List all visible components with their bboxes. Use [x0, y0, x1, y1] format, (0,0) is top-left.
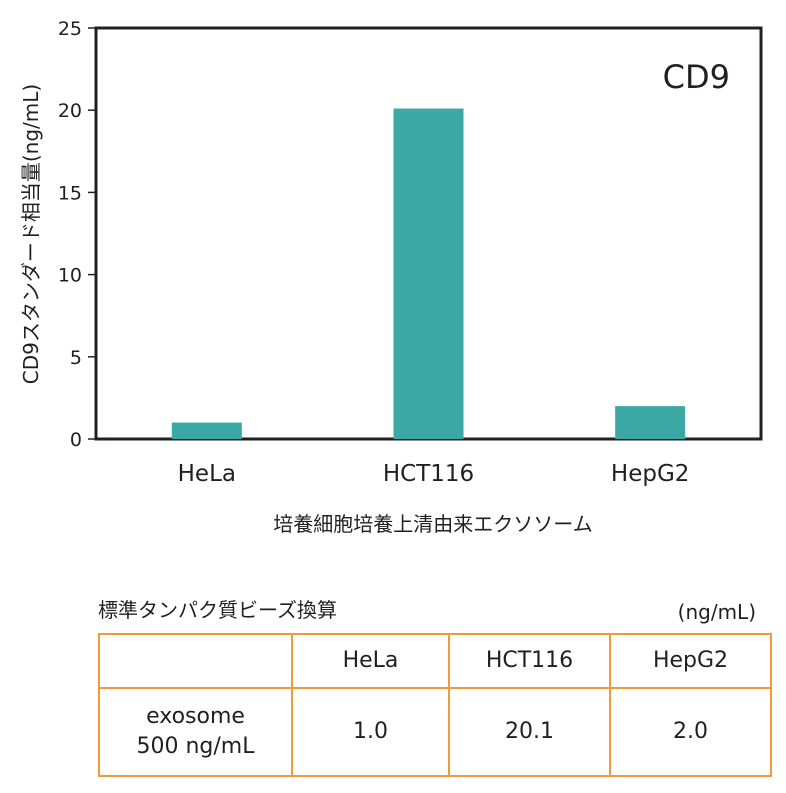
bar-chart: 0 5 10 15 20 25 HeLa HCT116 HepG2 CD9 CD9スタンダード… [19, 18, 763, 536]
bars [171, 108, 686, 439]
bar-hepg2 [615, 406, 686, 439]
x-tick-label-hela: HeLa [178, 461, 236, 487]
y-tick-label: 25 [58, 18, 82, 40]
y-tick-label: 15 [58, 182, 82, 204]
value-cell-hepg2: 2.0 [609, 687, 772, 777]
value-cell-hela: 1.0 [291, 687, 450, 777]
bar-hela [171, 422, 242, 439]
header-cell-empty [98, 633, 293, 689]
table-caption: 標準タンパク質ビーズ換算 [98, 598, 337, 622]
bar-hct116 [393, 108, 464, 439]
x-tick-label-hct116: HCT116 [383, 461, 474, 487]
x-axis-title: 培養細胞培養上清由来エクソソーム [273, 512, 592, 536]
table-header-row: HeLa HCT116 HepG2 [98, 633, 772, 689]
value-cell-hct116: 20.1 [448, 687, 611, 777]
y-axis-title: CD9スタンダード相当量(ng/mL) [19, 84, 43, 384]
row-label-line1: exosome [146, 704, 245, 730]
y-tick-label: 0 [70, 429, 82, 451]
y-tick-label: 5 [70, 347, 82, 369]
table-unit: (ng/mL) [677, 600, 756, 624]
header-cell-hct116: HCT116 [448, 633, 611, 689]
y-axis-ticks: 0 5 10 15 20 25 [58, 18, 96, 451]
y-tick-label: 20 [58, 100, 82, 122]
data-table: HeLa HCT116 HepG2 exosome 500 ng/mL 1.0 … [98, 633, 772, 777]
table-row: exosome 500 ng/mL 1.0 20.1 2.0 [98, 687, 772, 777]
row-label-line2: 500 ng/mL [136, 734, 255, 759]
row-label-cell: exosome 500 ng/mL [98, 687, 293, 777]
x-tick-label-hepg2: HepG2 [611, 461, 690, 487]
x-axis-labels: HeLa HCT116 HepG2 [178, 461, 690, 487]
header-cell-hela: HeLa [291, 633, 450, 689]
header-cell-hepg2: HepG2 [609, 633, 772, 689]
chart-title: CD9 [663, 58, 730, 96]
y-tick-label: 10 [58, 265, 82, 287]
